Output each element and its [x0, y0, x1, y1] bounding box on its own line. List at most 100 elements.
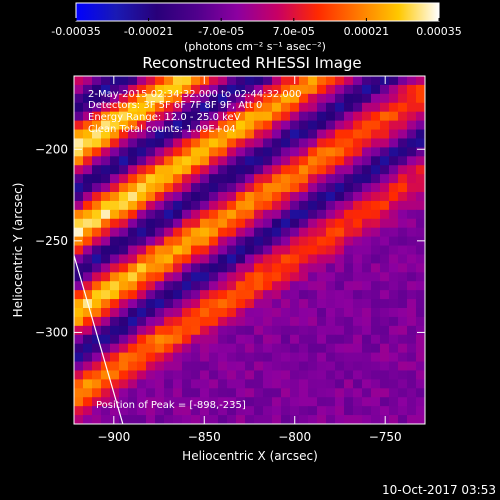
- heatmap-cell: [173, 200, 183, 211]
- heatmap-cell: [326, 308, 336, 318]
- heatmap-cell: [335, 361, 345, 372]
- heatmap-cell: [263, 200, 273, 211]
- heatmap-cell: [290, 254, 300, 264]
- heatmap-cell: [164, 165, 174, 175]
- heatmap-cell: [362, 76, 372, 86]
- heatmap-cell: [299, 415, 309, 424]
- heatmap-cell: [137, 272, 147, 282]
- heatmap-cell: [137, 138, 147, 148]
- heatmap-cell: [119, 272, 129, 282]
- heatmap-cell: [245, 183, 255, 193]
- heatmap-cell: [74, 183, 84, 193]
- heatmap-cell: [155, 406, 165, 416]
- heatmap-cell: [164, 263, 174, 273]
- x-tick-label: −850: [188, 430, 221, 444]
- heatmap-cell: [128, 138, 138, 148]
- heatmap-cell: [308, 406, 318, 416]
- heatmap-cell: [263, 102, 273, 113]
- heatmap-cell: [335, 147, 345, 157]
- heatmap-cell: [290, 138, 300, 148]
- heatmap-cell: [272, 388, 282, 398]
- heatmap-cell: [191, 76, 201, 86]
- heatmap-cell: [164, 308, 174, 318]
- heatmap-cell: [101, 272, 111, 282]
- heatmap-cell: [290, 129, 300, 140]
- heatmap-cell: [92, 325, 102, 336]
- heatmap-cell: [119, 76, 129, 86]
- heatmap-cell: [173, 138, 183, 148]
- heatmap-cell: [182, 343, 192, 354]
- heatmap-cell: [245, 308, 255, 318]
- heatmap-cell: [362, 263, 372, 273]
- heatmap-cell: [227, 352, 237, 363]
- heatmap-cell: [128, 200, 138, 211]
- heatmap-cell: [380, 84, 390, 95]
- heatmap-cell: [245, 102, 255, 113]
- heatmap-cell: [407, 192, 417, 202]
- heatmap-cell: [137, 209, 147, 220]
- heatmap-cell: [362, 227, 372, 238]
- heatmap-cell: [128, 192, 138, 202]
- heatmap-cell: [317, 129, 327, 140]
- heatmap-cell: [146, 183, 156, 193]
- heatmap-cell: [380, 111, 390, 122]
- heatmap-cell: [299, 147, 309, 157]
- heatmap-cell: [83, 236, 93, 247]
- heatmap-cell: [83, 406, 93, 416]
- heatmap-cell: [326, 299, 336, 309]
- heatmap-cell: [155, 379, 165, 389]
- heatmap-cell: [380, 388, 390, 398]
- heatmap-cell: [74, 236, 84, 247]
- heatmap-cell: [191, 299, 201, 309]
- heatmap-cell: [164, 174, 174, 184]
- colorbar-unit-label: (photons cm⁻² s⁻¹ asec⁻²): [184, 40, 326, 53]
- heatmap-cell: [263, 174, 273, 184]
- heatmap-cell: [389, 299, 399, 309]
- heatmap-cell: [353, 174, 363, 184]
- heatmap-cell: [146, 281, 156, 291]
- heatmap-cell: [74, 254, 84, 264]
- heatmap-cell: [128, 147, 138, 157]
- heatmap-cell: [272, 156, 282, 166]
- heatmap-cell: [74, 200, 84, 211]
- heatmap-cell: [191, 290, 201, 300]
- heatmap-cell: [344, 299, 354, 309]
- heatmap-cell: [371, 388, 381, 398]
- heatmap-cell: [371, 147, 381, 157]
- heatmap-cell: [164, 316, 174, 327]
- heatmap-cell: [119, 120, 129, 131]
- heatmap-cell: [245, 209, 255, 220]
- heatmap-cell: [245, 352, 255, 363]
- heatmap-cell: [146, 165, 156, 175]
- heatmap-cell: [344, 156, 354, 166]
- heatmap-cell: [299, 76, 309, 86]
- heatmap-cell: [389, 138, 399, 148]
- heatmap-cell: [263, 316, 273, 327]
- heatmap-cell: [74, 370, 84, 380]
- heatmap-cell: [254, 156, 264, 166]
- heatmap-cell: [83, 272, 93, 282]
- heatmap-cell: [83, 76, 93, 86]
- heatmap-cell: [119, 325, 129, 336]
- heatmap-cell: [308, 316, 318, 327]
- heatmap-cell: [281, 200, 291, 211]
- heatmap-cell: [146, 76, 156, 86]
- heatmap-cell: [200, 76, 210, 86]
- heatmap-cell: [407, 147, 417, 157]
- heatmap-cell: [290, 236, 300, 247]
- heatmap-cell: [218, 129, 228, 140]
- heatmap-cell: [200, 218, 210, 229]
- heatmap-cell: [353, 209, 363, 220]
- heatmap-cell: [353, 138, 363, 148]
- heatmap-cell: [74, 192, 84, 202]
- heatmap-cell: [335, 263, 345, 273]
- heatmap-cell: [416, 299, 425, 309]
- heatmap-cell: [416, 192, 425, 202]
- heatmap-cell: [335, 334, 345, 345]
- heatmap-cell: [371, 209, 381, 220]
- heatmap-cell: [308, 84, 318, 95]
- heatmap-cell: [119, 290, 129, 300]
- heatmap-cell: [371, 361, 381, 372]
- heatmap-cell: [173, 165, 183, 175]
- heatmap-cell: [416, 227, 425, 238]
